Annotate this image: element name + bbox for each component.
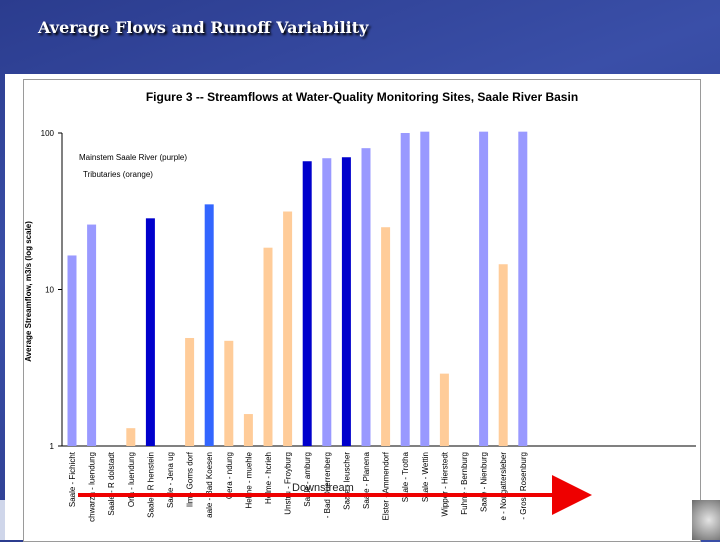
slide-title: Average Flows and Runoff Variability xyxy=(38,18,369,37)
bar-19 xyxy=(439,373,449,446)
category-label: Saale - Fichicht xyxy=(68,451,77,507)
category-label: e - Nougattersleber xyxy=(499,452,508,521)
category-label: Saale - leuscher xyxy=(342,452,351,510)
category-label: Fuhne - Bernburg xyxy=(460,452,469,515)
bar-12 xyxy=(302,161,312,446)
y-tick-label: 1 xyxy=(50,442,55,451)
category-label: Saale - R henstein xyxy=(146,452,155,518)
category-label: Saale - Jena ug xyxy=(166,452,175,508)
category-label: - Bad Duerrenberg xyxy=(323,452,332,518)
bar-22 xyxy=(498,264,508,446)
bar-14 xyxy=(341,157,351,446)
bar-9 xyxy=(243,414,253,446)
bar-23 xyxy=(518,131,528,447)
category-label: Orla - luendung xyxy=(127,452,136,507)
category-label: Saale - Nienburg xyxy=(480,452,489,512)
plot-area: 1 10 100 Average Streamflow, m3/s (log scal… xyxy=(24,129,696,522)
bar-7 xyxy=(204,204,214,446)
bar-15 xyxy=(361,148,371,446)
bar-1 xyxy=(87,224,97,446)
legend-mainstem: Mainstem Saale River (purple) xyxy=(79,153,187,162)
bar-11 xyxy=(283,211,293,446)
category-label: - Gross Rosenburg xyxy=(519,452,528,520)
university-seal-image xyxy=(692,500,720,540)
legend-tributaries: Tributaries (orange) xyxy=(83,170,153,179)
category-label: Saale - amburg xyxy=(303,452,312,507)
category-label: Unstru - Froyburg xyxy=(284,452,293,515)
bar-21 xyxy=(479,131,489,447)
category-label: Saale - Wettin xyxy=(421,452,430,502)
category-label: chwarza - luendung xyxy=(88,452,97,522)
chart-title: Figure 3 -- Streamflows at Water-Quality… xyxy=(145,90,579,104)
bar-0 xyxy=(67,255,77,446)
category-label: Helme - hcrieh xyxy=(264,452,273,504)
y-tick-label: 100 xyxy=(41,129,55,138)
category-label: Saale - Trotha xyxy=(401,451,410,502)
bar-8 xyxy=(224,340,234,446)
category-label: Elster - Ammendorf xyxy=(382,451,391,520)
category-label: Saale - R dolstadt xyxy=(107,451,116,515)
bar-13 xyxy=(322,158,332,446)
category-label: Ilm - Goms dorf xyxy=(186,451,195,507)
bar-16 xyxy=(381,227,391,446)
category-label: aale - Bad Koesen xyxy=(205,452,214,518)
bar-18 xyxy=(420,131,430,447)
category-label: Helme - muehle xyxy=(244,451,253,508)
bar-10 xyxy=(263,247,273,446)
bar-6 xyxy=(185,337,195,446)
category-label: Wipper - Hierstedt xyxy=(440,451,449,516)
bar-3 xyxy=(126,428,136,446)
bar-4 xyxy=(145,218,155,446)
category-label: Gera - ndung xyxy=(225,452,234,499)
slide-edge-strip xyxy=(0,500,5,540)
y-tick-label: 10 xyxy=(45,286,54,295)
category-label: Saale - Planena xyxy=(362,451,371,508)
y-axis-label: Average Streamflow, m3/s (log scale) xyxy=(24,221,33,362)
downstream-annotation: Downstream xyxy=(292,482,354,494)
bar-17 xyxy=(400,133,410,446)
